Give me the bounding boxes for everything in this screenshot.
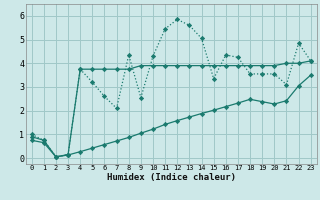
X-axis label: Humidex (Indice chaleur): Humidex (Indice chaleur) — [107, 173, 236, 182]
